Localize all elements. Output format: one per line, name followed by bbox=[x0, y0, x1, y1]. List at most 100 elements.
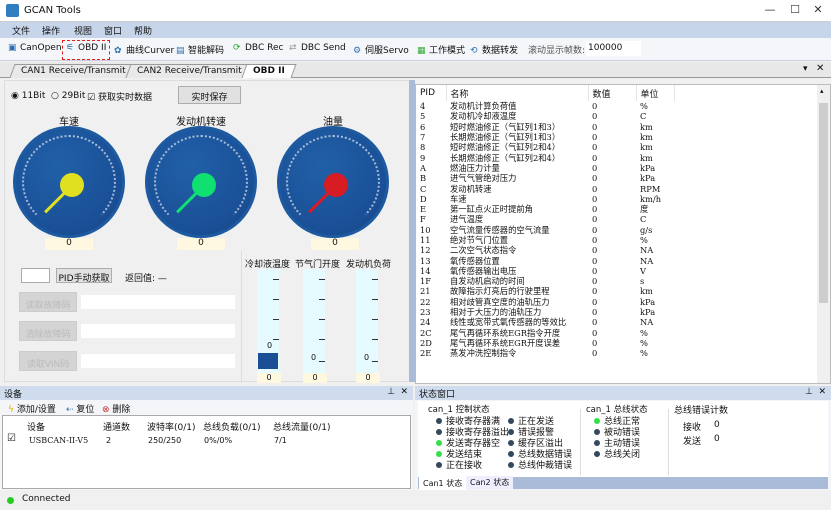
menu-file[interactable]: 文件 bbox=[12, 27, 31, 37]
clear-dtc-button[interactable]: 清除故障码 bbox=[19, 321, 77, 341]
col-pid[interactable]: PID bbox=[416, 85, 447, 101]
pid-input[interactable] bbox=[21, 268, 50, 283]
pid-row[interactable]: 2D 尾气再循环系统EGR开度误差 0% bbox=[416, 338, 818, 348]
pid-row[interactable]: 11 绝对节气门位置 0% bbox=[416, 235, 818, 245]
pid-cell-unit: % bbox=[640, 235, 648, 245]
scroll-thumb[interactable] bbox=[819, 103, 828, 303]
pid-row[interactable]: 2C 尾气再循环系统EGR指令开度 0% bbox=[416, 328, 818, 338]
scroll-up-icon[interactable]: ▴ bbox=[820, 87, 824, 95]
maximize-button[interactable]: ☐ bbox=[790, 3, 800, 16]
pid-cell-value: 0 bbox=[592, 327, 598, 338]
radio-29bit[interactable]: ○ 29Bit bbox=[51, 91, 86, 101]
status-panel: 状态窗口 ⊥ ✕ can_1 控制状态 接收寄存器满 接收寄存器溢出 发送寄存器空 发送结… bbox=[415, 386, 831, 490]
pid-row[interactable]: 9 长期燃油修正（气缸列2和4） 0 km bbox=[416, 152, 818, 163]
pid-cell-pid: 2C bbox=[420, 327, 432, 338]
reset-button[interactable]: ⇠ 复位 bbox=[66, 405, 95, 415]
pid-row[interactable]: 4 发动机计算负荷值 0% bbox=[416, 101, 818, 111]
status-light: 正在接收 bbox=[436, 458, 482, 471]
scroll-frames-input[interactable]: 100000 bbox=[586, 41, 641, 56]
device-channels: 2 bbox=[106, 436, 112, 445]
pin-icon[interactable]: ⊥ bbox=[387, 387, 395, 397]
vin-field[interactable] bbox=[81, 354, 235, 368]
tab-obd[interactable]: OBD II bbox=[241, 64, 297, 78]
dtc-field[interactable] bbox=[81, 295, 235, 309]
minimize-button[interactable]: — bbox=[764, 3, 776, 16]
toolbar-obd[interactable]: ⚟ OBD II bbox=[66, 43, 107, 53]
clear-dtc-field[interactable] bbox=[81, 324, 235, 338]
pid-cell-name: 短时燃油修正（气缸列2和4） bbox=[450, 142, 561, 153]
pid-row[interactable]: 13 氧传感器位置 0 NA bbox=[416, 255, 818, 266]
status-content: can_1 控制状态 接收寄存器满 接收寄存器溢出 发送寄存器空 发送结束 正在接收 正在… bbox=[418, 401, 828, 477]
toolbar-dbc-rec[interactable]: ⟳ DBC Rec bbox=[233, 43, 284, 53]
delete-icon: ⊗ bbox=[102, 405, 110, 415]
status-dot-icon bbox=[436, 418, 442, 424]
panel-close-icon[interactable]: ✕ bbox=[818, 387, 826, 397]
pid-row[interactable]: B 进气气管绝对压力 0 kPa bbox=[416, 173, 818, 183]
pid-row[interactable]: 8 短时燃油修正（气缸列2和4） 0 km bbox=[416, 142, 818, 152]
pid-row[interactable]: 6 短时燃油修正（气缸列1和3） 0 km bbox=[416, 122, 818, 132]
menu-help[interactable]: 帮助 bbox=[134, 27, 153, 37]
toolbar-canopen[interactable]: ▣ CanOpen bbox=[8, 43, 62, 53]
menu-operate[interactable]: 操作 bbox=[42, 27, 61, 37]
pid-row[interactable]: C 发动机转速 0 RPM bbox=[416, 183, 818, 194]
pid-cell-pid: D bbox=[420, 193, 427, 204]
pid-row[interactable]: 23 相对于大压力的油轨压力 0 kPa bbox=[416, 307, 818, 317]
pid-row[interactable]: 22 相对歧管真空度的油轨压力 0 kPa bbox=[416, 297, 818, 307]
pid-cell-pid: 21 bbox=[420, 286, 431, 297]
pid-row[interactable]: 5 发动机冷却液温度 0 C bbox=[416, 111, 818, 121]
toolbar-curve[interactable]: ✿ 曲线Curver bbox=[114, 46, 175, 56]
tab-close-icon[interactable]: ✕ bbox=[816, 63, 825, 74]
pid-row[interactable]: 7 长期燃油修正（气缸列1和3） 0 km bbox=[416, 132, 818, 142]
pid-row[interactable]: 24 线性或宽带式氧传感器的等效比 0 NA bbox=[416, 317, 818, 327]
pid-cell-pid: 2D bbox=[420, 337, 432, 348]
pid-row[interactable]: 14 氧传感器输出电压 0 V bbox=[416, 266, 818, 276]
tab-dropdown-icon[interactable]: ▾ bbox=[803, 64, 808, 74]
read-dtc-button[interactable]: 读取故障码 bbox=[19, 292, 77, 312]
menu-window[interactable]: 窗口 bbox=[104, 27, 123, 37]
tab-can1-status[interactable]: Can1 状态 bbox=[419, 477, 467, 490]
col-unit[interactable]: 单位 bbox=[636, 85, 675, 101]
pin-icon[interactable]: ⊥ bbox=[805, 387, 813, 397]
pid-row[interactable]: 21 故障指示灯亮后的行驶里程 0 km bbox=[416, 286, 818, 296]
splitter[interactable] bbox=[409, 80, 415, 382]
realtime-save-button[interactable]: 实时保存 bbox=[178, 86, 241, 104]
realtime-checkbox[interactable]: ☑ 获取实时数据 bbox=[87, 93, 152, 103]
pid-cell-name: 氧传感器位置 bbox=[450, 255, 500, 266]
dbc-send-icon: ⇄ bbox=[289, 43, 297, 53]
pid-row[interactable]: D 车速 0 km/h bbox=[416, 194, 818, 204]
menu-view[interactable]: 视图 bbox=[74, 27, 93, 37]
radio-11bit[interactable]: ◉ 11Bit bbox=[11, 91, 46, 101]
toolbar-forward[interactable]: ⟲ 数据转发 bbox=[470, 46, 519, 56]
col-name[interactable]: 名称 bbox=[446, 85, 589, 101]
toolbar-servo[interactable]: ⚙ 伺服Servo bbox=[353, 46, 409, 56]
pid-cell-value: 0 bbox=[592, 142, 598, 153]
col-value[interactable]: 数值 bbox=[588, 85, 637, 101]
pid-row[interactable]: 12 二次空气状态指令 0 NA bbox=[416, 245, 818, 255]
pid-row[interactable]: 1F 自发动机启动的时间 0 s bbox=[416, 276, 818, 286]
pid-row[interactable]: 10 空气流量传感器的空气流量 0 g/s bbox=[416, 225, 818, 235]
panel-close-icon[interactable]: ✕ bbox=[400, 387, 408, 397]
pid-cell-value: 0 bbox=[592, 214, 598, 225]
add-settings-button[interactable]: ϟ 添加/设置 bbox=[8, 405, 56, 415]
pid-row[interactable]: E 第一缸点火正时提前角 0 度 bbox=[416, 204, 818, 214]
tab-can2[interactable]: CAN2 Receive/Transmit bbox=[125, 64, 254, 78]
close-button[interactable]: ✕ bbox=[813, 3, 823, 16]
pid-table: PID 名称 数值 单位 4 发动机计算负荷值 0% 5 发动机冷却液温度 0 C 6 短时燃油… bbox=[416, 85, 818, 358]
pid-cell-name: 长期燃油修正（气缸列2和4） bbox=[450, 152, 561, 163]
toolbar-work-mode[interactable]: ▦ 工作模式 bbox=[417, 46, 466, 56]
pid-cell-value: 0 bbox=[592, 307, 598, 318]
pid-row[interactable]: 2E 蒸发冲洗控制指令 0% bbox=[416, 348, 818, 358]
toolbar-decode[interactable]: ▤ 智能解码 bbox=[176, 46, 225, 56]
pid-table-scrollbar[interactable]: ▴ bbox=[817, 85, 830, 383]
read-vin-button[interactable]: 读取VIN码 bbox=[19, 351, 77, 371]
device-checkbox[interactable]: ☑ bbox=[7, 433, 16, 444]
delete-button[interactable]: ⊗ 删除 bbox=[102, 405, 131, 415]
title-bar: GCAN Tools — ☐ ✕ bbox=[0, 0, 831, 22]
tab-can2-status[interactable]: Can2 状态 bbox=[466, 476, 514, 489]
pid-row[interactable]: F 进气温度 0 C bbox=[416, 214, 818, 224]
pid-cell-pid: A bbox=[420, 162, 426, 173]
pid-manual-button[interactable]: PID手动获取 bbox=[56, 268, 112, 284]
toolbar-dbc-send[interactable]: ⇄ DBC Send bbox=[289, 43, 346, 53]
pid-row[interactable]: A 燃油压力计量 0 kPa bbox=[416, 163, 818, 173]
tab-can1[interactable]: CAN1 Receive/Transmit bbox=[9, 64, 138, 78]
